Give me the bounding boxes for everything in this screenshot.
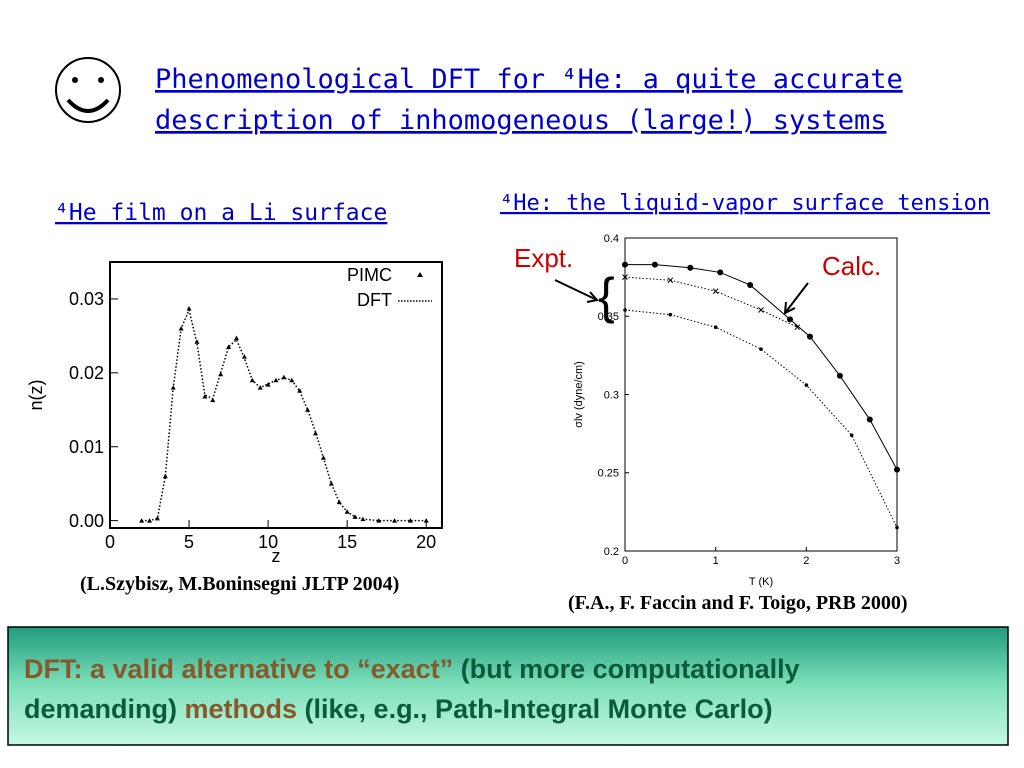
plot-frame (109, 261, 443, 529)
y-tick-label: 0.25 (598, 468, 619, 480)
series-line (624, 276, 798, 328)
marker (651, 261, 658, 268)
y-tick-label: 0.3 (604, 389, 619, 401)
x-tick-label: 2 (803, 555, 809, 567)
marker (668, 312, 673, 317)
right-citation: (F.A., F. Faccin and F. Toigo, PRB 2000) (568, 592, 908, 614)
conclusion-box (7, 626, 1009, 746)
marker (687, 264, 694, 271)
marker (623, 308, 627, 312)
y-tick-label: 0.35 (598, 311, 619, 323)
x-tick-label: 15 (337, 532, 357, 552)
plot-frame (624, 237, 898, 552)
x-axis-label: T (K) (749, 576, 773, 588)
brace: { (598, 268, 615, 324)
x-tick-label: 3 (894, 555, 900, 567)
right-heading: ⁴He: the liquid-vapor surface tension (500, 191, 990, 216)
marker (162, 473, 168, 479)
conclusion-segment: demanding) (24, 694, 177, 724)
conclusion-segment: (but more computationally (453, 654, 800, 684)
smiley (55, 57, 121, 123)
y-axis-label: σlv (dyne/cm) (573, 361, 585, 428)
arrow (554, 279, 599, 303)
marker (297, 388, 303, 393)
left-heading: ⁴He film on a Li surface (55, 200, 387, 226)
marker (667, 277, 674, 284)
marker (717, 269, 724, 276)
marker (622, 261, 628, 268)
left-citation: (L.Szybisz, M.Boninsegni JLTP 2004) (80, 573, 399, 595)
y-tick-label: 0.01 (69, 437, 104, 457)
legend-label: PIMC (347, 265, 392, 285)
conclusion-segment: (like, e.g., Path-Integral Monte Carlo) (297, 694, 773, 724)
marker (895, 525, 899, 530)
chart: 0 1 2 3 0.2 0.25 0.3 0.35 0.4 T (K) σlv (dyne/cm) E… (514, 233, 900, 588)
conclusion-segment: DFT: a valid alternative to “exact” (24, 654, 453, 684)
title-line: Phenomenological DFT for ⁴He: a quite ac… (155, 64, 903, 95)
marker (836, 372, 843, 379)
conclusion: DFT: a valid alternative to “exact” (but… (24, 654, 800, 724)
x-tick-label: 0 (622, 555, 628, 567)
marker (747, 281, 754, 288)
y-axis-label: n(z) (26, 380, 46, 411)
y-tick-label: 0.4 (604, 233, 619, 245)
conclusion-line: DFT: a valid alternative to “exact” (but… (24, 654, 800, 684)
marker (226, 344, 232, 349)
conclusion-segment: methods (177, 694, 297, 724)
marker (787, 316, 794, 323)
marker (407, 518, 413, 523)
series-line (624, 309, 898, 528)
y-tick-label: 0.03 (69, 289, 104, 309)
series-line (625, 264, 898, 470)
x-tick-label: 5 (184, 532, 194, 552)
marker (622, 274, 628, 280)
conclusion-line: demanding) methods (like, e.g., Path-Int… (24, 694, 773, 724)
marker (328, 481, 334, 486)
series-line (141, 307, 427, 522)
marker (210, 397, 216, 403)
marker (794, 324, 801, 331)
legend-label: DFT (357, 290, 392, 310)
annotation: Calc. (822, 251, 881, 281)
marker (804, 383, 809, 387)
marker (265, 382, 271, 387)
x-tick-label: 0 (105, 532, 115, 552)
marker (759, 347, 763, 351)
marker (202, 393, 208, 399)
marker (233, 335, 239, 341)
chart: 0 5 10 15 20 0.00 0.01 0.02 0.03 z n(z) PIMC DFT (26, 261, 443, 566)
marker (376, 518, 382, 523)
y-tick-label: 0.00 (69, 511, 104, 531)
marker (806, 333, 813, 340)
y-tick-label: 0.02 (69, 363, 104, 383)
marker (894, 466, 900, 473)
marker (849, 433, 854, 437)
marker (866, 416, 873, 423)
legend-marker (417, 272, 423, 277)
arrow (783, 282, 809, 315)
x-tick-label: 10 (258, 532, 278, 552)
x-tick-label: 20 (416, 532, 436, 552)
annotation: Expt. (514, 243, 573, 273)
x-axis-label: z (272, 546, 281, 566)
title-line: description of inhomogeneous (large!) sy… (155, 105, 887, 136)
marker (305, 407, 311, 412)
y-tick-label: 0.2 (604, 546, 619, 558)
marker (712, 288, 719, 295)
marker (758, 307, 764, 313)
x-tick-label: 1 (713, 555, 719, 567)
marker (713, 325, 718, 330)
